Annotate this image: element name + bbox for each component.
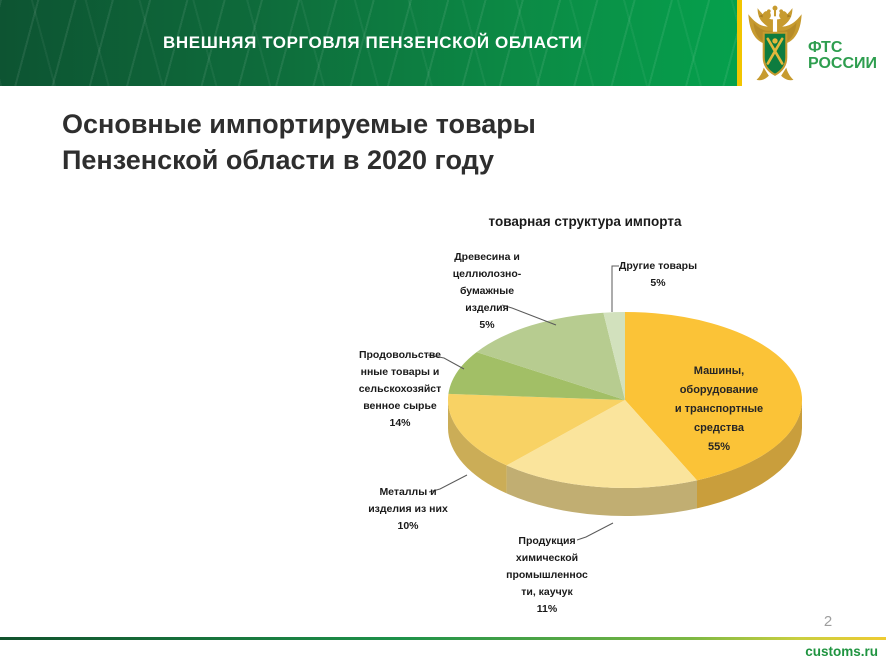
pie-slice	[448, 352, 625, 400]
pie-label-other: Другие товары 5%	[618, 260, 698, 289]
fts-eagle-emblem-icon	[748, 5, 802, 81]
customs-site-label: customs.ru	[805, 644, 878, 659]
pie-label-chemical: Продукция химической промышленнос ти, ка…	[506, 535, 588, 615]
header-band: ВНЕШНЯЯ ТОРГОВЛЯ ПЕНЗЕНСКОЙ ОБЛАСТИ	[0, 0, 737, 86]
fts-logo-text: ФТС РОССИИ	[808, 40, 877, 72]
header-title: ВНЕШНЯЯ ТОРГОВЛЯ ПЕНЗЕНСКОЙ ОБЛАСТИ	[163, 33, 583, 52]
pie-label-machinery: Машины, оборудование и транспортные сред…	[674, 365, 764, 453]
pie-slice-side	[506, 465, 697, 517]
footer-divider-line	[0, 637, 886, 640]
fts-logo-line2: РОССИИ	[808, 55, 878, 72]
chart-title: товарная структура импорта	[488, 214, 682, 229]
fts-logo-line1: ФТС	[808, 39, 843, 56]
pie-label-metals: Металлы и изделия из них 10%	[368, 486, 448, 532]
pie-label-wood: Древесина и целлюлозно- бумажные изделия…	[452, 251, 522, 331]
header-accent-stripe	[737, 0, 742, 86]
fts-logo: ФТС РОССИИ	[746, 4, 880, 84]
page-number: 2	[823, 613, 833, 630]
pie-label-food: Продовольстве нные товары и сельскохозяй…	[358, 349, 442, 429]
pie-slice	[603, 312, 625, 400]
slide-title: Основные импортируемые товары Пензенской…	[62, 109, 536, 175]
pie-slice	[447, 393, 625, 466]
